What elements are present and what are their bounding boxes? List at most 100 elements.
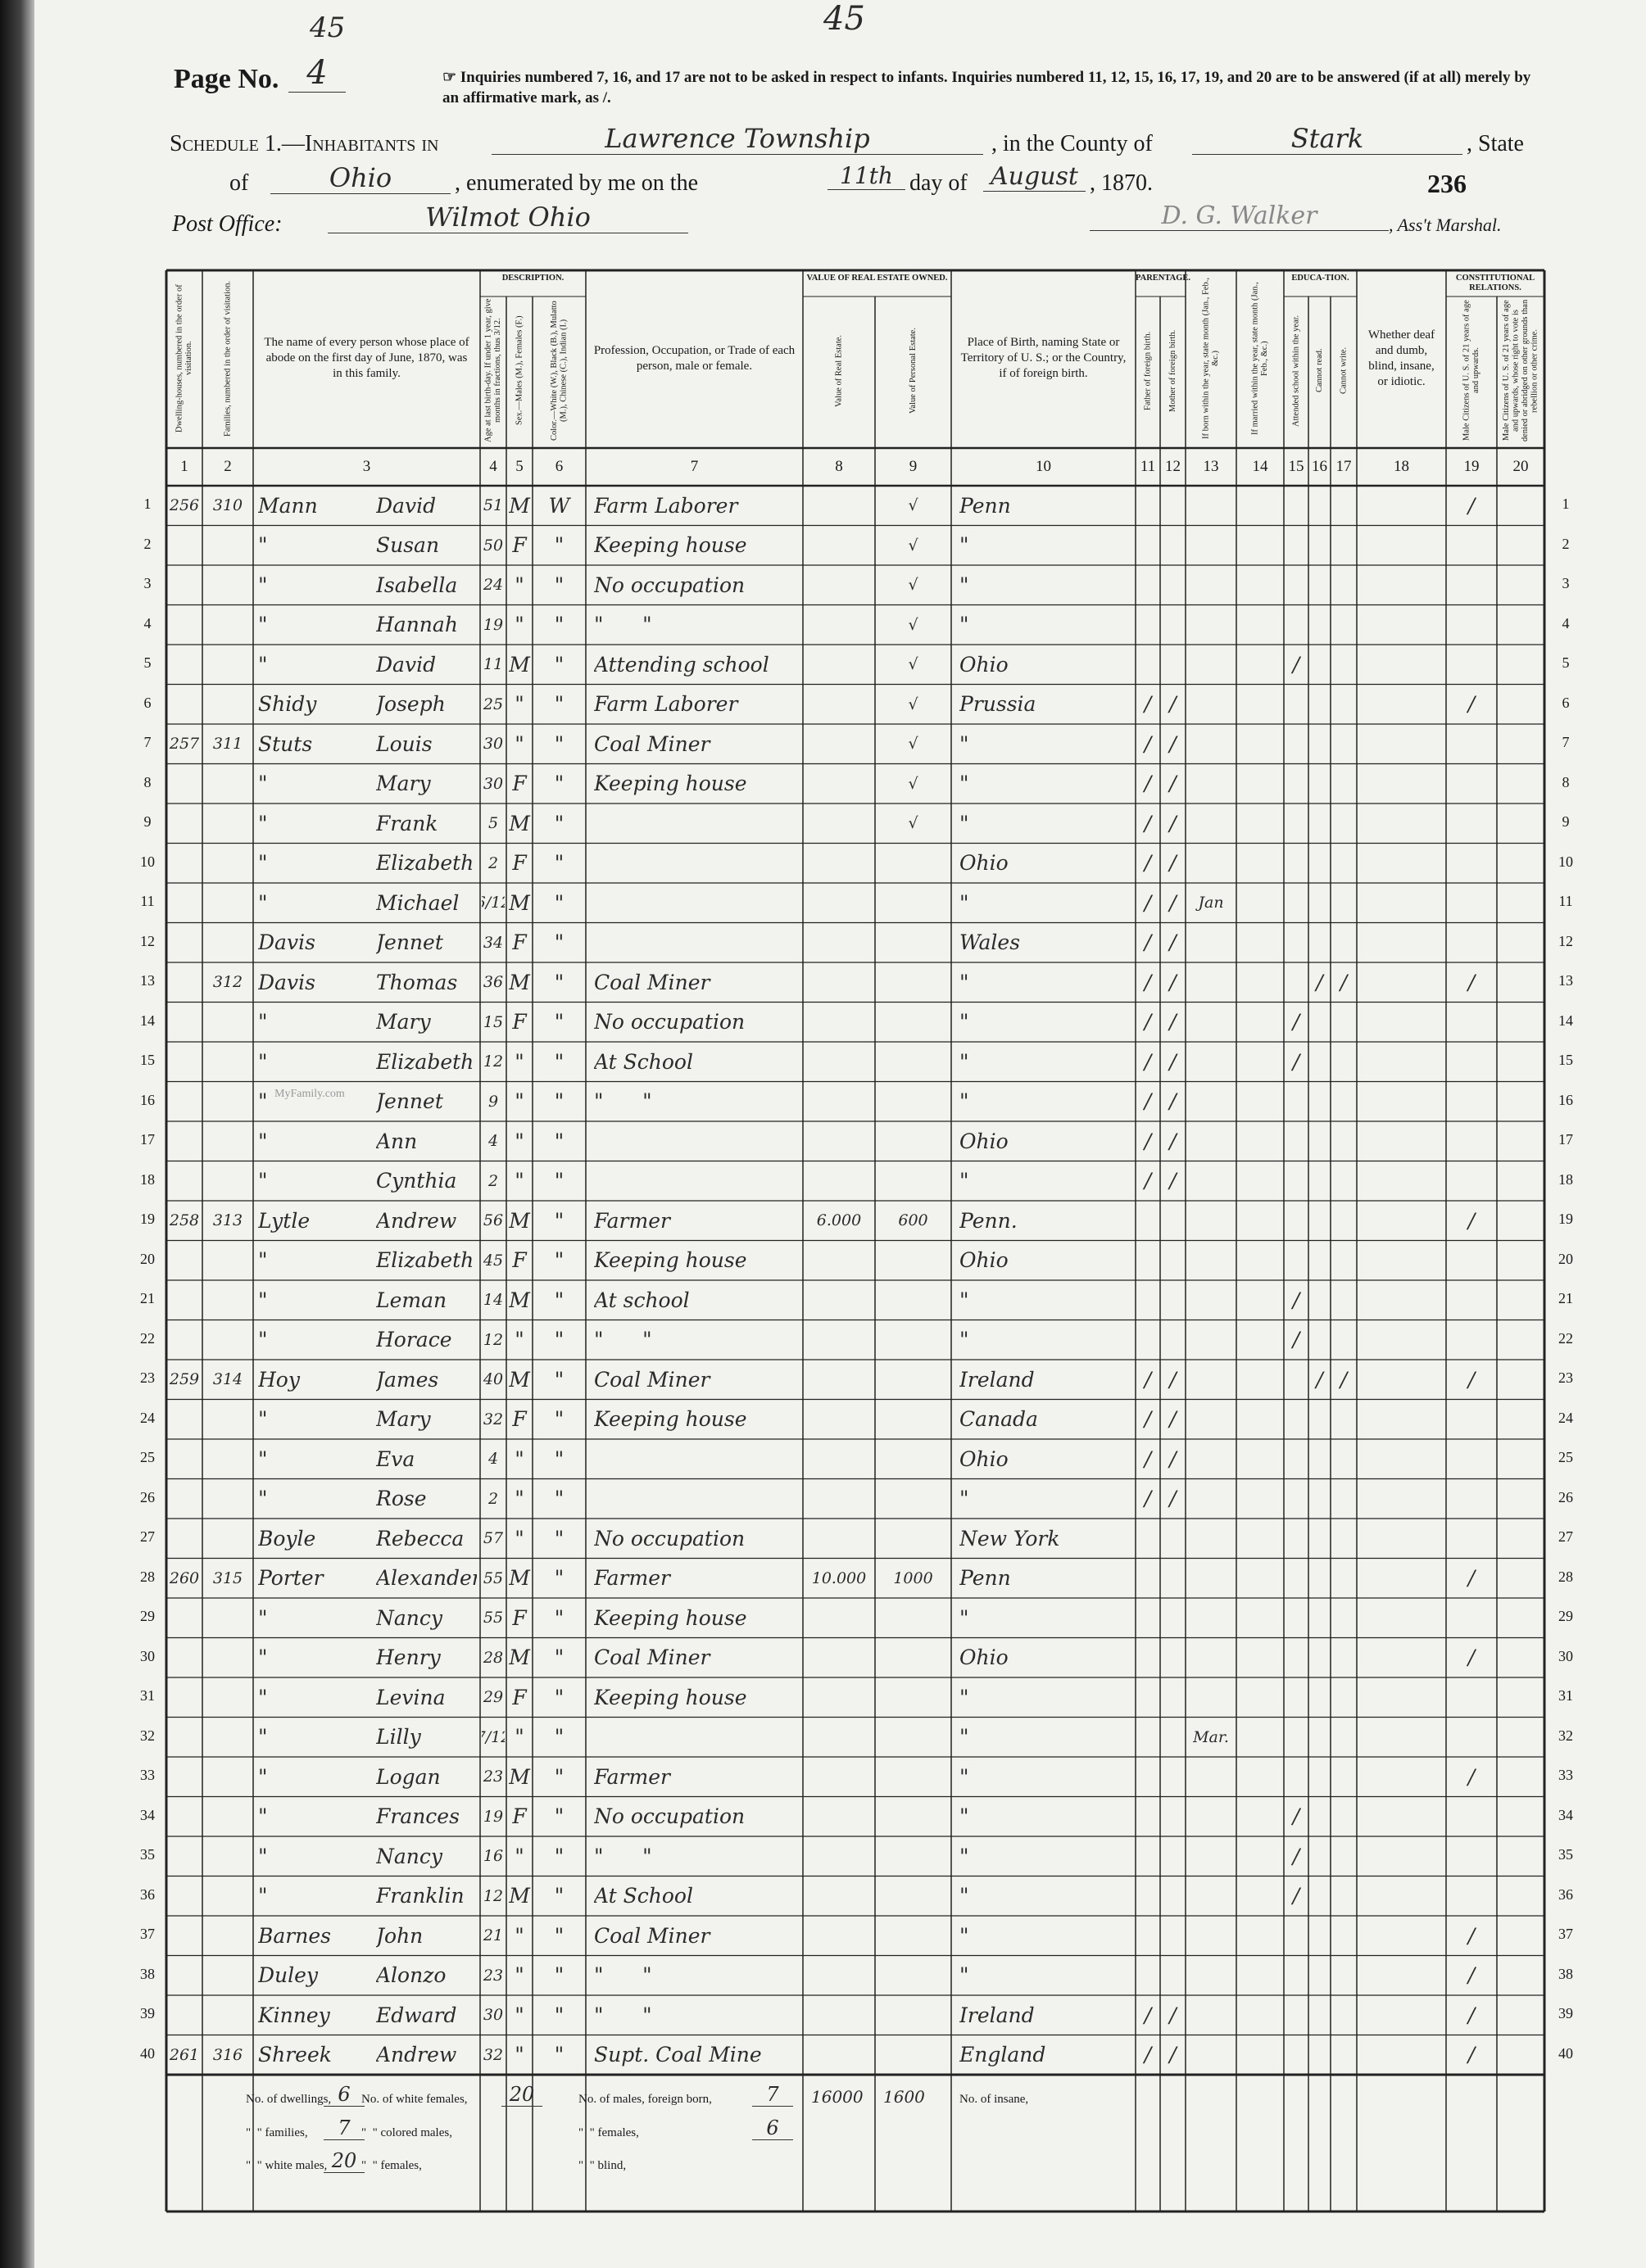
cell-sex: M — [509, 652, 530, 677]
cell-given: Alexander — [376, 1566, 477, 1591]
cell-father: / — [1144, 1367, 1152, 1392]
cell-age: 9 — [487, 1092, 499, 1111]
line-number: 22 — [140, 1329, 155, 1347]
cell-given: Louis — [376, 731, 433, 756]
cell-surname: " — [258, 1804, 268, 1829]
line-number: 33 — [140, 1767, 155, 1783]
cell-age: 11 — [483, 655, 504, 674]
group-heading: Parentage. — [1136, 274, 1190, 283]
line-number: 14 — [140, 1012, 155, 1029]
cell-birthplace: Ohio — [959, 652, 1009, 677]
cell-birthplace: " — [959, 1923, 969, 1948]
cell-given: Nancy — [376, 1605, 443, 1630]
cell-age: 55 — [483, 1609, 504, 1627]
cell-occupation: Farmer — [594, 1208, 670, 1233]
cell-sex: " — [515, 2043, 524, 2067]
line-number: 29 — [140, 1608, 155, 1624]
cell-age: 24 — [483, 576, 504, 595]
cell-mother: / — [1169, 731, 1177, 756]
cell-occupation: No occupation — [594, 1010, 746, 1034]
cell-age: 16 — [483, 1847, 504, 1866]
cell-real: 6.000 — [816, 1211, 862, 1230]
cell-given: Nancy — [376, 1844, 443, 1868]
column-heading: If married within the year, state month … — [1250, 282, 1270, 435]
line-number: 5 — [1562, 654, 1570, 671]
cell-color: " — [554, 1010, 565, 1034]
cell-given: Cynthia — [376, 1169, 457, 1193]
line-number: 37 — [1558, 1926, 1573, 1942]
cell-color: " — [554, 1646, 565, 1670]
page-stamp: 45 — [310, 11, 346, 44]
cell-birthplace: New York — [959, 1526, 1060, 1550]
cell-mother: / — [1169, 772, 1177, 796]
cell-surname: " — [258, 1248, 268, 1273]
line-number: 4 — [1562, 614, 1570, 632]
column-number: 12 — [1165, 458, 1181, 475]
line-number: 17 — [140, 1131, 155, 1148]
cell-father: / — [1144, 811, 1152, 835]
cell-sex: F — [512, 533, 527, 558]
line-number: 36 — [140, 1885, 155, 1903]
cell-birthplace: Ohio — [959, 1248, 1009, 1273]
cell-occupation: " " — [594, 613, 652, 637]
column-heading: Cannot write. — [1339, 346, 1349, 395]
cell-surname: " — [258, 851, 268, 876]
cell-mother: / — [1169, 970, 1177, 994]
cell-birthplace: " — [959, 533, 969, 558]
cell-given: Hannah — [376, 613, 458, 637]
cell-color: " — [554, 1089, 565, 1114]
cell-occupation: At School — [594, 1884, 693, 1908]
cell-age: 4 — [487, 1450, 499, 1469]
cell-color: " — [554, 1605, 565, 1630]
cell-sex: F — [512, 1010, 527, 1034]
cell-color: " — [554, 930, 565, 955]
cell-color: " — [554, 1526, 565, 1550]
cell-father: / — [1144, 970, 1152, 994]
cell-given: Mary — [376, 772, 431, 796]
cell-surname: " — [258, 1446, 268, 1471]
cell-birthplace: " — [959, 890, 969, 915]
cell-color: " — [554, 1208, 565, 1233]
cell-age: 32 — [483, 2045, 504, 2064]
cell-father: / — [1144, 731, 1152, 756]
line-number: 39 — [1558, 2005, 1573, 2021]
line-number: 10 — [140, 853, 155, 870]
column-number: 5 — [515, 458, 524, 475]
cell-occupation: Farm Laborer — [594, 493, 738, 518]
line-number: 34 — [140, 1806, 155, 1823]
cell-surname: Davis — [258, 970, 315, 994]
cell-color: " — [554, 652, 565, 677]
cell-occupation: Coal Miner — [594, 970, 710, 994]
cell-given: Andrew — [376, 2043, 457, 2067]
cell-given: Susan — [376, 533, 440, 558]
state: Ohio — [270, 162, 451, 194]
of-label: of — [229, 170, 249, 196]
line-number: 32 — [140, 1727, 155, 1744]
cell-sex: " — [515, 1725, 524, 1750]
marshal-signature: D. G. Walker — [1090, 201, 1389, 231]
line-number: 19 — [140, 1211, 155, 1227]
cell-age: 2 — [487, 1489, 499, 1508]
line-number: 1 — [143, 496, 152, 512]
cell-surname: Stuts — [258, 731, 313, 756]
cell-sex: M — [509, 1646, 530, 1670]
cell-occupation: Farmer — [594, 1566, 670, 1591]
cell-birthplace: Prussia — [959, 692, 1036, 717]
line-number: 31 — [1558, 1687, 1573, 1704]
cell-surname: " — [258, 1685, 268, 1709]
cell-surname: Kinney — [258, 2003, 330, 2027]
line-number: 5 — [143, 654, 152, 671]
cell-occupation: " " — [594, 1844, 652, 1868]
line-number: 31 — [140, 1687, 155, 1704]
cell-family: 314 — [212, 1370, 243, 1389]
line-number: 6 — [143, 694, 152, 711]
cell-citizen: / — [1467, 1646, 1476, 1670]
cell-write: / — [1340, 970, 1348, 994]
cell-surname: " — [258, 1169, 268, 1193]
cell-age: 14 — [483, 1291, 504, 1310]
cell-sex: " — [515, 1963, 524, 1988]
group-heading: Constitutional Relations. — [1455, 274, 1535, 292]
cell-given: Elizabeth — [376, 1248, 474, 1273]
cell-birthplace: " — [959, 613, 969, 637]
cell-surname: " — [258, 1605, 268, 1630]
